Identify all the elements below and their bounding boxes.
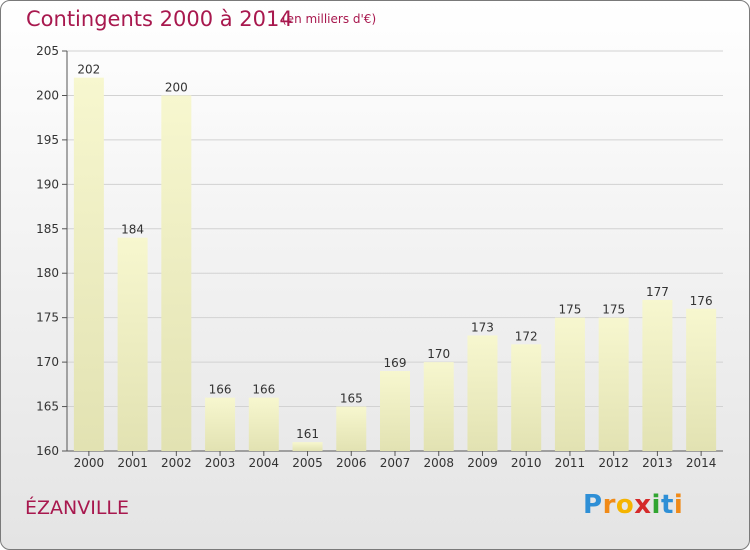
y-tick-label: 170 — [36, 355, 59, 369]
y-tick-label: 205 — [36, 44, 59, 58]
y-tick-label: 195 — [36, 133, 59, 147]
bar-value-label: 173 — [471, 320, 494, 334]
bar — [467, 335, 498, 451]
logo-letter: i — [651, 490, 661, 520]
logo-letter: o — [615, 490, 635, 520]
bar-value-label: 177 — [646, 285, 669, 299]
x-tick-label: 2009 — [467, 456, 498, 470]
logo-letter: r — [602, 490, 616, 520]
bar — [336, 406, 367, 451]
bar — [292, 442, 323, 451]
bar-value-label: 166 — [252, 383, 275, 397]
bar — [598, 317, 629, 451]
x-tick-label: 2003 — [205, 456, 236, 470]
bar-value-label: 166 — [209, 383, 232, 397]
chart-title: Contingents 2000 à 2014 — [26, 7, 293, 31]
bar — [205, 397, 236, 451]
bar-value-label: 161 — [296, 427, 319, 441]
bar — [423, 362, 454, 451]
bar — [380, 371, 410, 451]
x-tick-label: 2002 — [161, 456, 192, 470]
x-tick-label: 2007 — [380, 456, 411, 470]
x-tick-label: 2012 — [598, 456, 629, 470]
bar-value-label: 184 — [121, 223, 144, 237]
x-tick-label: 2005 — [292, 456, 323, 470]
bar-value-label: 170 — [427, 347, 450, 361]
logo-letter: P — [583, 490, 603, 520]
bar-value-label: 200 — [165, 80, 188, 94]
proxiti-logo: Proxiti — [583, 490, 683, 520]
x-tick-label: 2004 — [249, 456, 280, 470]
x-tick-label: 2011 — [555, 456, 586, 470]
town-name: ÉZANVILLE — [25, 497, 130, 519]
y-tick-label: 185 — [36, 222, 59, 236]
bar — [511, 344, 542, 451]
logo-letter: x — [634, 490, 652, 520]
bar — [554, 317, 585, 451]
x-tick-label: 2014 — [686, 456, 717, 470]
x-tick-label: 2013 — [642, 456, 673, 470]
y-tick-label: 175 — [36, 311, 59, 325]
bar-value-label: 165 — [340, 392, 363, 406]
chart-subtitle: (en milliers d'€) — [282, 12, 377, 26]
logo-letter: t — [660, 490, 674, 520]
bar-value-label: 169 — [384, 356, 407, 370]
bar-value-label: 175 — [558, 303, 581, 317]
bar — [117, 237, 148, 451]
x-tick-label: 2001 — [117, 456, 148, 470]
x-tick-label: 2000 — [74, 456, 105, 470]
bar-value-label: 176 — [690, 294, 713, 308]
bar — [73, 77, 104, 452]
y-tick-label: 165 — [36, 400, 59, 414]
bar-value-label: 202 — [77, 63, 100, 77]
bar — [161, 95, 192, 451]
bar — [686, 308, 717, 451]
y-tick-label: 180 — [36, 266, 59, 280]
x-tick-label: 2008 — [423, 456, 454, 470]
bar — [248, 397, 279, 451]
logo-letter: i — [673, 490, 684, 520]
bar — [642, 299, 673, 451]
bar-value-label: 172 — [515, 329, 538, 343]
bar-value-label: 175 — [602, 303, 625, 317]
x-tick-label: 2010 — [511, 456, 542, 470]
y-tick-label: 200 — [36, 88, 59, 102]
x-tick-label: 2006 — [336, 456, 367, 470]
y-tick-label: 160 — [36, 444, 59, 458]
y-tick-label: 190 — [36, 177, 59, 191]
